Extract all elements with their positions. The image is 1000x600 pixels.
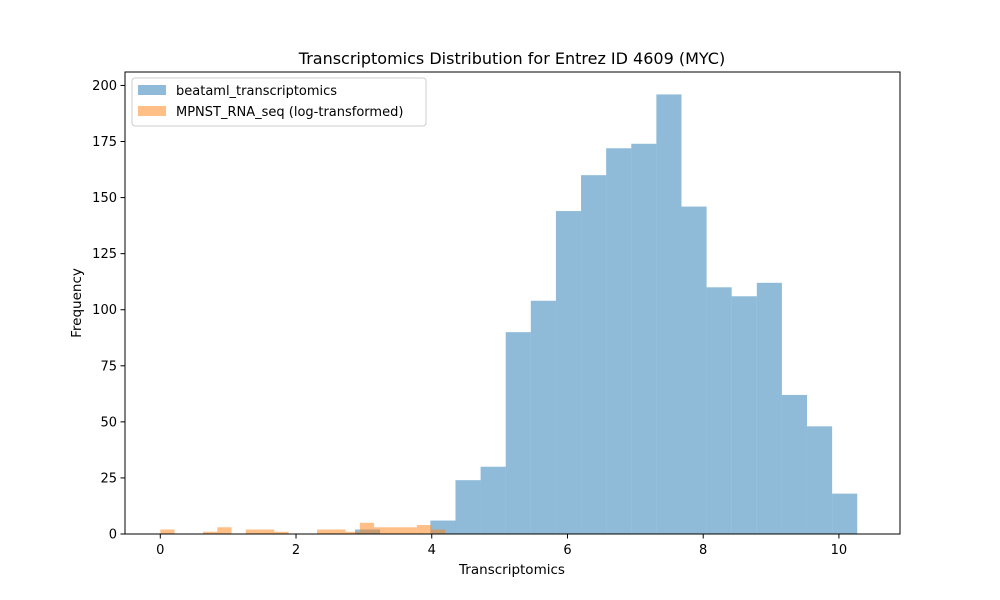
y-tick-label-5: 125 <box>92 247 117 262</box>
y-axis-label: Frequency <box>69 268 85 338</box>
y-axis-ticks: 0 25 50 75 100 125 150 175 200 <box>92 79 125 543</box>
histogram-bar-series-0-bin-16 <box>756 282 782 534</box>
plot-frame <box>124 71 901 535</box>
x-tick-label-2: 4 <box>428 543 436 558</box>
x-tick-label-5: 10 <box>831 543 848 558</box>
histogram-bar-series-1-bin-4 <box>260 529 275 534</box>
histogram-bar-series-0-bin-7 <box>530 300 556 534</box>
histogram-bar-series-1-bin-0 <box>160 529 175 534</box>
histogram-bar-series-0-bin-12 <box>656 94 682 534</box>
legend-swatch-mpnst <box>138 106 166 116</box>
histogram-bar-series-0-bin-11 <box>631 143 657 535</box>
bars-layer <box>160 94 858 535</box>
histogram-bar-series-1-bin-13 <box>416 525 432 534</box>
histogram-bar-series-0-bin-10 <box>606 148 632 534</box>
histogram-bar-series-1-bin-14 <box>431 529 446 534</box>
histogram-bar-series-1-bin-1 <box>203 531 218 534</box>
chart-title: Transcriptomics Distribution for Entrez … <box>298 49 725 68</box>
legend-label-beataml: beataml_transcriptomics <box>176 84 337 99</box>
histogram-bar-series-1-bin-2 <box>217 527 232 534</box>
y-tick-label-7: 175 <box>92 135 117 150</box>
histogram-bar-series-0-bin-15 <box>731 296 757 534</box>
y-tick-label-8: 200 <box>92 79 117 94</box>
histogram-bar-series-1-bin-3 <box>245 529 261 534</box>
histogram-bar-series-1-bin-11 <box>388 527 403 534</box>
histogram-bar-series-0-bin-18 <box>807 426 833 534</box>
legend-swatch-beataml <box>138 85 166 95</box>
histogram-bar-series-1-bin-5 <box>274 531 289 534</box>
x-tick-label-1: 2 <box>292 543 300 558</box>
y-tick-label-1: 25 <box>100 471 117 486</box>
x-tick-label-3: 6 <box>563 543 571 558</box>
legend-label-mpnst: MPNST_RNA_seq (log-transformed) <box>176 105 403 120</box>
y-tick-label-3: 75 <box>100 359 117 374</box>
histogram-bar-series-1-bin-6 <box>317 529 332 534</box>
histogram-bar-series-1-bin-8 <box>345 531 360 534</box>
y-tick-label-2: 50 <box>100 415 117 430</box>
x-axis-label: Transcriptomics <box>458 562 565 578</box>
histogram-bar-series-1-bin-10 <box>374 527 389 534</box>
histogram-bar-series-1-bin-9 <box>359 522 375 534</box>
histogram-bar-series-1-bin-7 <box>331 529 346 534</box>
legend-box <box>131 77 427 127</box>
histogram-bar-series-0-bin-5 <box>480 466 506 534</box>
histogram-bar-series-0-bin-4 <box>455 480 481 534</box>
x-axis-ticks: 0 2 4 6 8 10 <box>156 534 847 558</box>
histogram-bar-series-0-bin-9 <box>581 175 607 535</box>
y-tick-label-0: 0 <box>109 528 117 543</box>
legend: beataml_transcriptomics MPNST_RNA_seq (l… <box>131 77 427 127</box>
histogram-bar-series-0-bin-17 <box>781 394 808 534</box>
histogram-bar-series-0-bin-14 <box>706 287 732 534</box>
x-tick-label-0: 0 <box>156 543 164 558</box>
y-tick-label-4: 100 <box>92 303 117 318</box>
histogram-bar-series-0-bin-19 <box>832 493 858 534</box>
histogram-bar-series-0-bin-6 <box>505 332 531 534</box>
histogram-bar-series-0-bin-13 <box>681 206 707 534</box>
y-tick-label-6: 150 <box>92 191 117 206</box>
histogram-bar-series-1-bin-12 <box>402 527 417 534</box>
histogram-bar-series-0-bin-8 <box>555 211 582 535</box>
x-tick-label-4: 8 <box>699 543 707 558</box>
